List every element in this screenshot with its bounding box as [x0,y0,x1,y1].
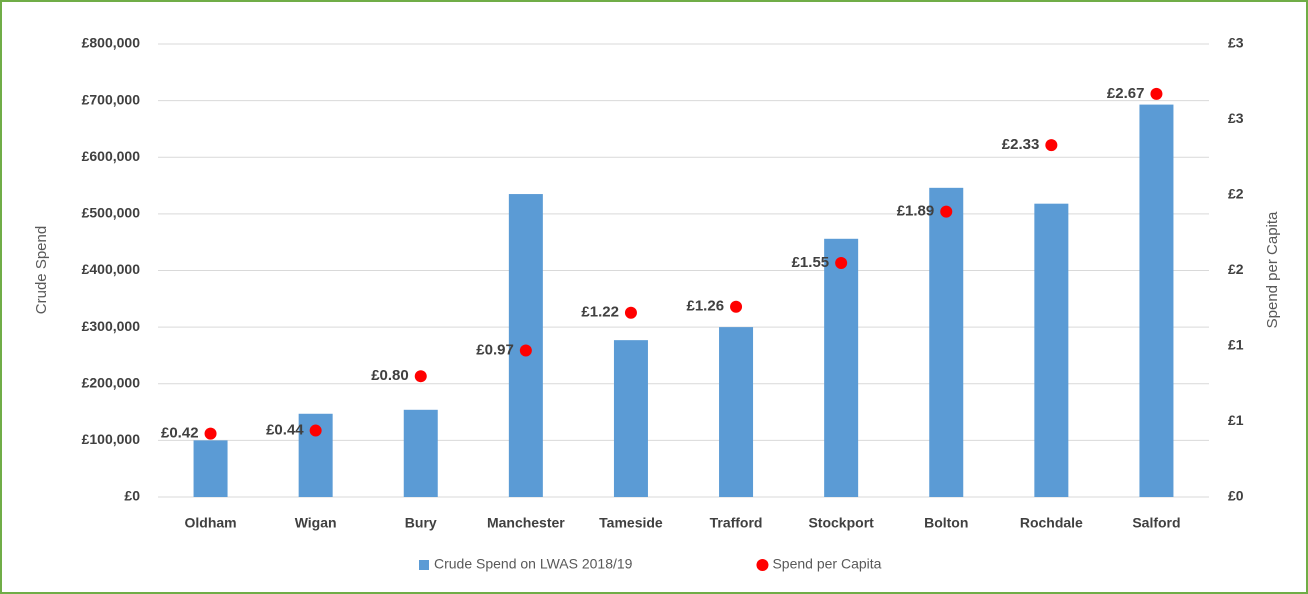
x-tick-label: Trafford [710,515,763,531]
y2-tick-label: £1 [1228,412,1244,428]
x-tick-label: Manchester [487,515,565,531]
legend-swatch [756,559,769,571]
point [624,306,637,319]
bar [929,187,964,497]
y-tick-label: £400,000 [82,261,141,277]
x-tick-label: Salford [1132,515,1180,531]
data-label: £1.89 [897,203,935,220]
bar [613,340,648,497]
legend-label: Crude Spend on LWAS 2018/19 [434,556,633,572]
y-tick-label: £300,000 [82,318,141,334]
y2-tick-label: £2 [1228,186,1244,202]
data-label: £2.67 [1107,85,1145,102]
data-label: £1.22 [581,304,619,321]
bar [824,238,859,498]
bar [403,409,438,497]
y2-tick-label: £0 [1228,488,1244,504]
x-tick-label: Wigan [295,515,337,531]
bar [1139,104,1174,498]
data-label: £1.55 [792,254,830,271]
point [519,344,532,357]
point [835,256,848,269]
bar [1034,203,1069,497]
point [1150,87,1163,100]
y2-tick-label: £3 [1228,35,1244,51]
data-label: £0.97 [476,341,514,358]
y2-axis-title: Spend per Capita [1264,211,1281,328]
y-tick-label: £700,000 [82,91,141,107]
bar [719,327,754,497]
data-label: £0.44 [266,422,304,439]
point [204,427,217,440]
x-tick-label: Bury [405,515,437,531]
y-tick-label: £100,000 [82,431,141,447]
y2-tick-label: £3 [1228,110,1244,126]
y-tick-label: £500,000 [82,205,141,221]
point [1045,139,1058,152]
y-axis-title: Crude Spend [33,226,50,314]
point [414,370,427,383]
x-tick-label: Bolton [924,515,968,531]
y-tick-label: £800,000 [82,35,141,51]
y2-tick-label: £1 [1228,337,1244,353]
y2-tick-label: £2 [1228,261,1244,277]
x-tick-label: Rochdale [1020,515,1083,531]
x-tick-label: Oldham [184,515,236,531]
point [940,205,953,218]
legend-swatch [419,560,429,570]
legend-label: Spend per Capita [772,556,881,572]
data-label: £0.42 [161,425,199,442]
data-label: £0.80 [371,367,409,384]
data-label: £1.26 [687,298,725,315]
y-tick-label: £200,000 [82,374,141,390]
x-tick-label: Stockport [808,515,874,531]
y-tick-label: £600,000 [82,148,141,164]
point [309,424,322,437]
point [730,300,743,313]
y-tick-label: £0 [124,488,140,504]
bar [193,440,228,497]
x-tick-label: Tameside [599,515,663,531]
data-label: £2.33 [1002,136,1040,153]
